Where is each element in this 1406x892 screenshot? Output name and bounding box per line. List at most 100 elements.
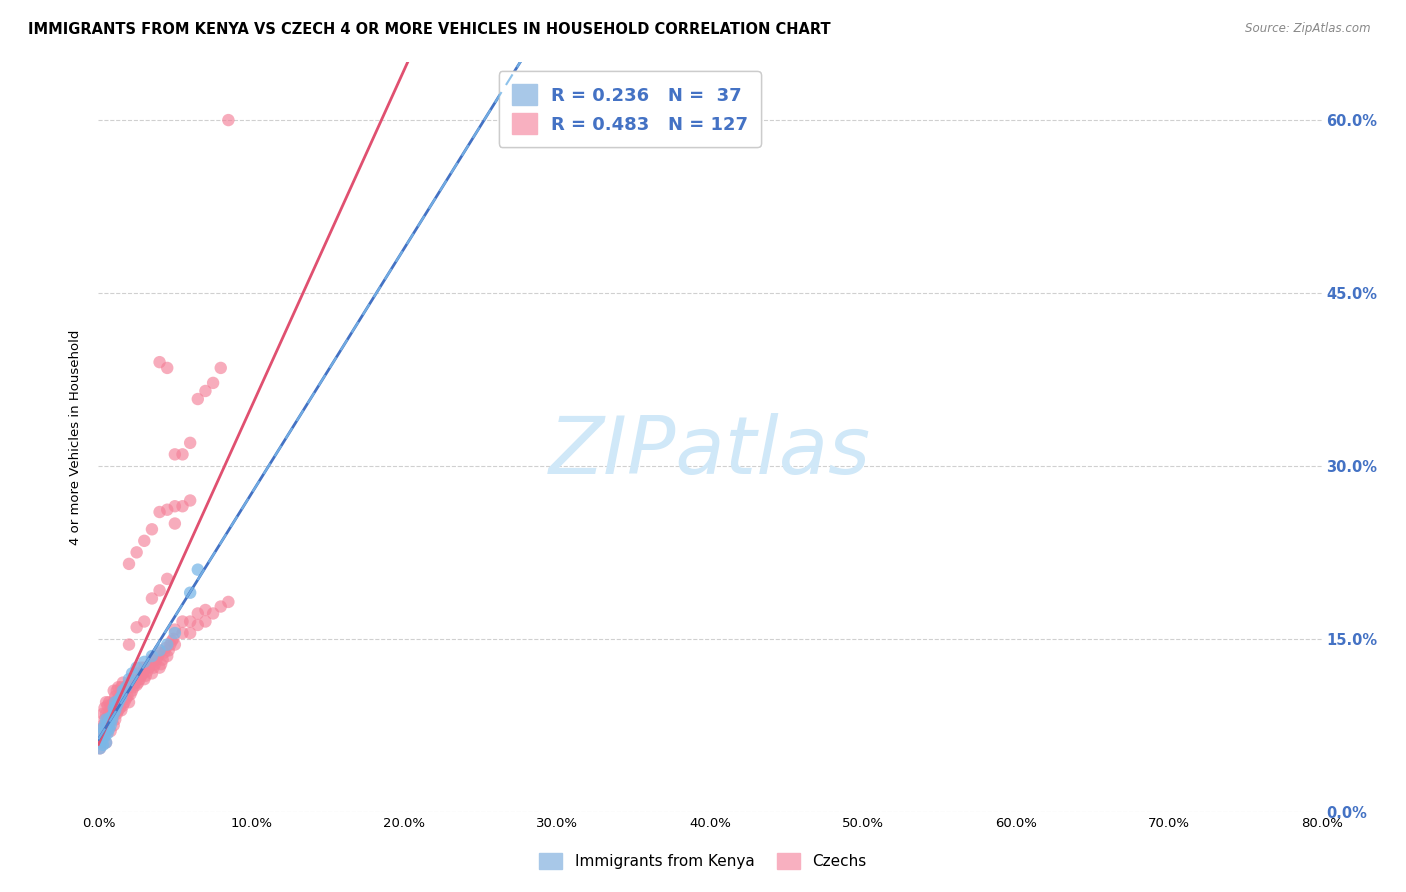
Point xyxy=(128,672,150,686)
Text: ZIPatlas: ZIPatlas xyxy=(548,413,872,491)
Point xyxy=(156,502,179,516)
Point xyxy=(111,698,134,713)
Point xyxy=(103,701,125,715)
Point xyxy=(118,695,141,709)
Point xyxy=(187,607,209,621)
Point xyxy=(127,675,149,690)
Point xyxy=(146,649,169,664)
Point xyxy=(172,447,194,461)
Point xyxy=(141,649,163,664)
Point xyxy=(108,691,131,706)
Point xyxy=(111,683,134,698)
Point xyxy=(93,701,115,715)
Point xyxy=(153,646,176,660)
Point xyxy=(122,680,145,694)
Point xyxy=(107,691,129,706)
Point xyxy=(156,360,179,375)
Point xyxy=(179,626,201,640)
Point xyxy=(100,710,122,724)
Point xyxy=(121,666,143,681)
Point xyxy=(104,713,127,727)
Point xyxy=(163,500,186,514)
Point xyxy=(157,643,180,657)
Point xyxy=(104,703,127,717)
Point xyxy=(103,706,125,721)
Point xyxy=(194,384,217,398)
Point xyxy=(172,626,194,640)
Point xyxy=(110,680,132,694)
Point xyxy=(112,695,135,709)
Point xyxy=(159,638,181,652)
Point xyxy=(129,660,152,674)
Point xyxy=(149,505,172,519)
Point xyxy=(141,522,163,536)
Point xyxy=(135,669,157,683)
Point xyxy=(100,718,122,732)
Point xyxy=(90,735,112,749)
Point xyxy=(98,718,121,732)
Point xyxy=(141,591,163,606)
Point xyxy=(118,672,141,686)
Point xyxy=(94,735,117,749)
Legend: Immigrants from Kenya, Czechs: Immigrants from Kenya, Czechs xyxy=(533,847,873,875)
Point xyxy=(101,701,124,715)
Point xyxy=(118,680,141,694)
Point xyxy=(97,698,120,713)
Point xyxy=(103,718,125,732)
Point xyxy=(209,360,232,375)
Point xyxy=(105,706,128,721)
Point xyxy=(125,545,148,559)
Point xyxy=(155,640,177,655)
Point xyxy=(104,690,127,704)
Point xyxy=(103,706,125,721)
Point xyxy=(101,713,124,727)
Point xyxy=(121,683,143,698)
Point xyxy=(202,607,225,621)
Point xyxy=(149,583,172,598)
Point xyxy=(91,722,114,736)
Point xyxy=(124,675,146,690)
Point xyxy=(217,113,239,128)
Point xyxy=(217,595,239,609)
Point xyxy=(150,657,173,672)
Point xyxy=(139,657,162,672)
Point xyxy=(110,691,132,706)
Point xyxy=(93,718,115,732)
Point xyxy=(98,722,121,736)
Point xyxy=(100,710,122,724)
Point xyxy=(94,706,117,721)
Point xyxy=(187,563,209,577)
Point xyxy=(110,690,132,704)
Point xyxy=(98,713,121,727)
Point xyxy=(93,713,115,727)
Point xyxy=(141,666,163,681)
Point xyxy=(93,724,115,739)
Point xyxy=(163,623,186,637)
Point xyxy=(129,669,152,683)
Point xyxy=(143,657,166,672)
Point xyxy=(172,615,194,629)
Point xyxy=(156,638,179,652)
Point xyxy=(134,672,156,686)
Point xyxy=(134,615,156,629)
Point xyxy=(91,730,114,744)
Point xyxy=(132,666,155,681)
Point xyxy=(149,355,172,369)
Point xyxy=(115,680,138,694)
Point xyxy=(209,599,232,614)
Point xyxy=(110,703,132,717)
Point xyxy=(117,690,139,704)
Point xyxy=(156,649,179,664)
Point xyxy=(107,703,129,717)
Point xyxy=(172,500,194,514)
Point xyxy=(90,726,112,740)
Point xyxy=(121,672,143,686)
Y-axis label: 4 or more Vehicles in Household: 4 or more Vehicles in Household xyxy=(69,329,83,545)
Point xyxy=(108,690,131,704)
Point xyxy=(120,687,142,701)
Point xyxy=(98,706,121,721)
Point xyxy=(107,680,129,694)
Point xyxy=(103,695,125,709)
Point xyxy=(90,722,112,736)
Point xyxy=(149,643,172,657)
